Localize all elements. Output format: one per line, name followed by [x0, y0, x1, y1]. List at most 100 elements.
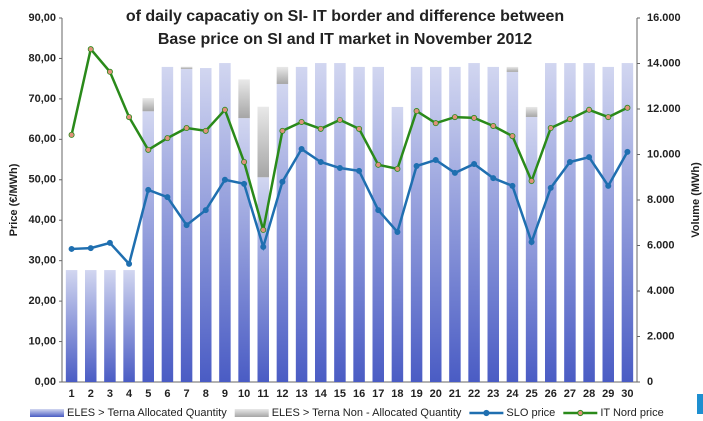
marker — [87, 245, 94, 252]
bar — [564, 63, 576, 383]
bar — [276, 83, 289, 382]
bar — [65, 270, 78, 382]
x-tick-label: 6 — [164, 388, 170, 400]
marker — [490, 175, 497, 182]
marker — [279, 178, 286, 185]
marker — [509, 182, 516, 189]
bar — [583, 63, 595, 383]
legend-label: ELES > Terna Non - Allocated Quantity — [272, 407, 462, 419]
x-tick-label: 24 — [506, 388, 519, 400]
x-tick-label: 12 — [276, 388, 288, 400]
y-tick-label: 40,00 — [28, 214, 56, 226]
y2-tick-label: 12.000 — [647, 103, 681, 115]
marker — [221, 176, 228, 183]
line — [70, 46, 628, 231]
x-tick-label: 20 — [430, 388, 442, 400]
x-tick-label: 27 — [564, 388, 576, 400]
bar — [449, 66, 461, 382]
bar — [334, 63, 346, 383]
y2-tick-label: 14.000 — [647, 57, 681, 69]
marker — [375, 207, 382, 214]
marker — [586, 154, 593, 161]
marker — [605, 182, 612, 189]
x-tick-label: 1 — [69, 388, 75, 400]
x-tick-label: 3 — [107, 388, 113, 400]
legend-swatch — [483, 409, 490, 417]
marker — [145, 186, 152, 193]
y-tick-label: 80,00 — [28, 52, 56, 64]
marker — [279, 127, 286, 134]
bar — [238, 118, 250, 382]
marker — [566, 116, 573, 123]
bar — [391, 106, 404, 382]
y2-tick-label: 10.000 — [647, 148, 681, 160]
x-tick-label: 18 — [391, 388, 403, 400]
marker — [87, 46, 94, 53]
x-tick-label: 17 — [372, 388, 384, 400]
marker — [260, 226, 267, 233]
marker — [394, 165, 401, 172]
bar — [104, 270, 116, 382]
marker — [413, 163, 420, 170]
bar — [315, 63, 327, 383]
x-tick-label: 26 — [545, 388, 557, 400]
marker — [202, 207, 209, 214]
legend-swatch — [30, 409, 64, 417]
x-tick-label: 11 — [257, 388, 269, 400]
y2-tick-label: 2.000 — [647, 330, 675, 342]
marker — [566, 158, 573, 165]
y2-tick-label: 16.000 — [647, 12, 681, 24]
legend-label: ELES > Terna Allocated Quantity — [67, 407, 227, 419]
marker — [126, 114, 133, 121]
marker — [202, 127, 209, 134]
marker — [413, 108, 420, 115]
bar — [602, 66, 614, 382]
x-tick-label: 15 — [334, 388, 346, 400]
x-tick-label: 4 — [126, 388, 133, 400]
y-tick-label: 30,00 — [28, 255, 56, 267]
bar — [545, 63, 557, 383]
bar — [525, 106, 538, 117]
y2-tick-label: 4.000 — [647, 285, 675, 297]
decoration — [697, 394, 703, 414]
bar — [353, 66, 365, 382]
x-tick-label: 7 — [184, 388, 190, 400]
x-tick-label: 13 — [295, 388, 307, 400]
marker — [164, 135, 171, 142]
marker — [241, 158, 248, 165]
y-tick-label: 90,00 — [28, 12, 56, 24]
marker — [317, 158, 324, 165]
y2-tick-label: 0 — [647, 376, 653, 388]
y-tick-label: 0,00 — [35, 376, 56, 388]
marker — [586, 106, 593, 113]
x-tick-label: 29 — [602, 388, 614, 400]
bar — [200, 68, 212, 383]
y2-tick-label: 6.000 — [647, 239, 675, 251]
marker — [221, 106, 228, 113]
x-tick-label: 30 — [621, 388, 633, 400]
x-tick-label: 8 — [203, 388, 209, 400]
bar — [142, 98, 154, 112]
marker — [547, 184, 554, 191]
marker — [356, 167, 363, 174]
marker — [106, 239, 113, 246]
bar — [468, 63, 480, 383]
marker — [183, 125, 190, 132]
marker — [164, 194, 171, 201]
marker — [528, 239, 535, 246]
marker — [260, 243, 267, 250]
x-tick-label: 19 — [410, 388, 422, 400]
line — [71, 147, 629, 267]
marker — [126, 260, 133, 267]
marker — [394, 228, 401, 235]
x-tick-label: 21 — [449, 388, 461, 400]
y-tick-label: 10,00 — [28, 335, 56, 347]
marker — [68, 131, 75, 138]
marker — [471, 114, 478, 121]
bar — [238, 79, 250, 119]
y-tick-label: 60,00 — [28, 133, 56, 145]
bar — [257, 106, 269, 178]
legend-swatch — [577, 409, 584, 417]
bar — [180, 66, 193, 69]
